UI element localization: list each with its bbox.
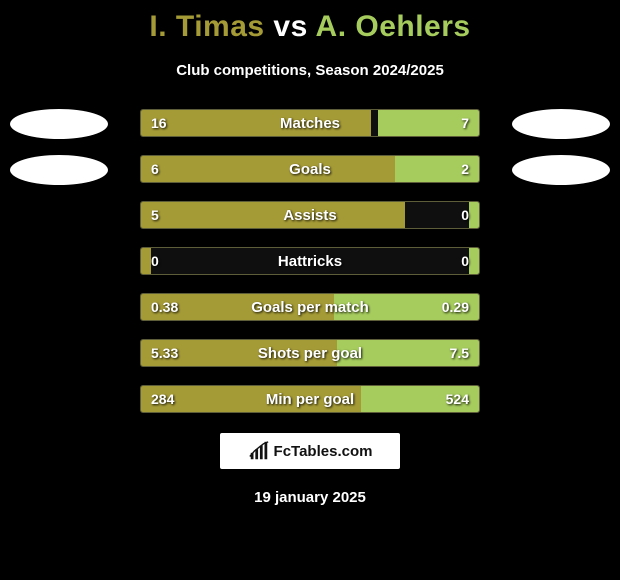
stat-bar: 62Goals [140, 155, 480, 183]
player1-avatar [10, 109, 108, 139]
stat-bar: 50Assists [140, 201, 480, 229]
title-vs: vs [273, 10, 307, 43]
stat-bar: 5.337.5Shots per goal [140, 339, 480, 367]
stat-value-player2: 524 [436, 386, 479, 412]
stat-value-player1: 6 [141, 156, 169, 182]
player1-avatar [10, 155, 108, 185]
comparison-chart: 167Matches62Goals50Assists00Hattricks0.3… [0, 109, 620, 415]
branding-badge: FcTables.com [220, 433, 400, 469]
title-player1: I. Timas [149, 10, 264, 43]
stat-label: Hattricks [141, 248, 479, 274]
stat-value-player2: 2 [451, 156, 479, 182]
player2-avatar [512, 109, 610, 139]
stat-value-player2: 7.5 [440, 340, 479, 366]
date-label: 19 january 2025 [0, 489, 620, 506]
stat-bar: 284524Min per goal [140, 385, 480, 413]
title-player2: A. Oehlers [316, 10, 471, 43]
stat-value-player1: 284 [141, 386, 184, 412]
bar-fill-player1 [141, 156, 395, 182]
stat-row: 5.337.5Shots per goal [0, 339, 620, 369]
stat-row: 284524Min per goal [0, 385, 620, 415]
stat-value-player1: 5.33 [141, 340, 188, 366]
stat-bar: 167Matches [140, 109, 480, 137]
stat-value-player2: 7 [451, 110, 479, 136]
stat-bar: 0 0Hattricks [140, 247, 480, 275]
stat-value-player1: 5 [141, 202, 169, 228]
stat-value-player1: 16 [141, 110, 177, 136]
stat-value-player1: 0 [141, 248, 169, 274]
stat-value-player2: 0.29 [432, 294, 479, 320]
stat-value-player1: 0.38 [141, 294, 188, 320]
chart-icon [248, 440, 270, 462]
bar-fill-player1 [141, 202, 405, 228]
branding-text: FcTables.com [274, 443, 373, 460]
player2-avatar [512, 155, 610, 185]
stat-row: 50Assists [0, 201, 620, 231]
page-title: I. Timas vs A. Oehlers [0, 0, 620, 44]
stat-row: 0.380.29Goals per match [0, 293, 620, 323]
stat-row: 167Matches [0, 109, 620, 139]
stat-value-player2: 0 [451, 202, 479, 228]
stat-row: 0 0Hattricks [0, 247, 620, 277]
subtitle: Club competitions, Season 2024/2025 [0, 62, 620, 79]
stat-bar: 0.380.29Goals per match [140, 293, 480, 321]
stat-row: 62Goals [0, 155, 620, 185]
stat-value-player2: 0 [451, 248, 479, 274]
